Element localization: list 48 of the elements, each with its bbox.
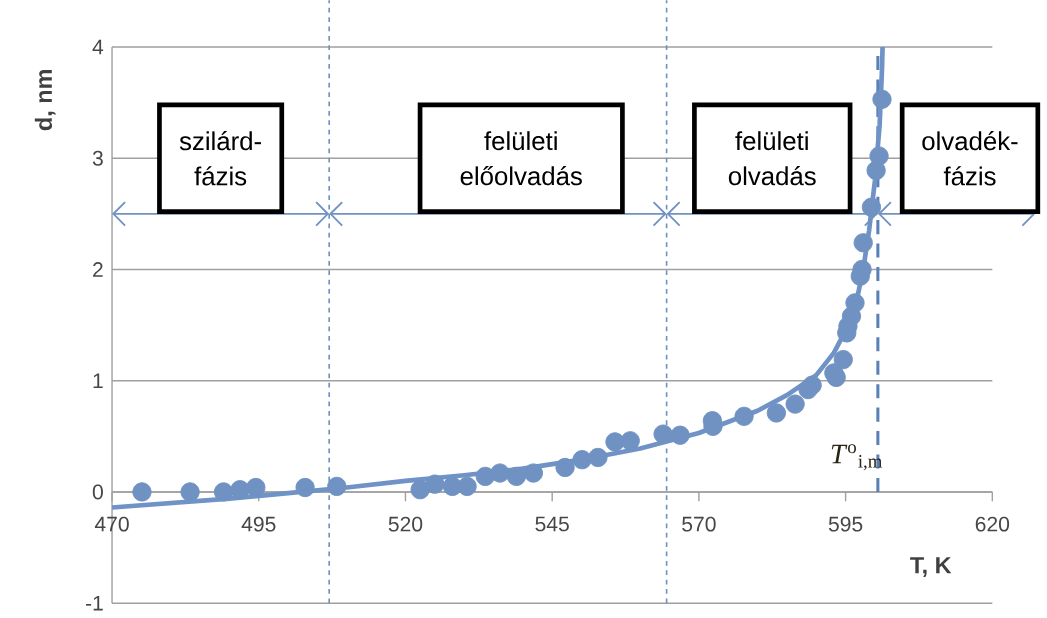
y-tick-label: 4: [92, 39, 104, 55]
x-tick-label: 620: [975, 516, 1010, 532]
y-axis-title: d, nm: [34, 69, 56, 131]
x-tick-label: 545: [535, 516, 569, 532]
point: [852, 259, 872, 279]
point: [734, 406, 754, 426]
point: [802, 375, 822, 395]
y-tick-label: -1: [85, 595, 103, 611]
point: [872, 89, 892, 109]
point: [213, 482, 234, 502]
point: [853, 233, 873, 253]
point: [246, 477, 266, 498]
x-tick-label: 570: [682, 516, 716, 532]
point: [588, 447, 608, 467]
y-tick-label: 1: [93, 373, 103, 388]
y-tick-label: 0: [92, 484, 103, 500]
point: [785, 394, 805, 414]
point: [180, 482, 200, 502]
annotation: szilárd-fázis: [179, 130, 261, 186]
x-tick-label: 470: [94, 516, 129, 532]
point: [845, 293, 865, 313]
annotation: felületi előolvadás: [460, 131, 582, 186]
point: [425, 474, 445, 494]
point: [653, 424, 673, 444]
point: [605, 432, 625, 452]
x-axis-title: T, K: [910, 557, 952, 577]
point: [572, 449, 592, 470]
point: [555, 457, 575, 477]
y-tick-label: 2: [93, 262, 103, 277]
point: [833, 349, 853, 370]
point: [506, 466, 526, 486]
x-tick-label: 495: [241, 516, 276, 532]
x-tick-label: 595: [828, 516, 863, 532]
annotation: felületi olvadás: [728, 131, 816, 186]
point: [766, 403, 786, 423]
point: [620, 431, 640, 451]
point: [132, 482, 152, 502]
point: [869, 146, 889, 166]
point: [490, 463, 510, 483]
point: [523, 463, 544, 483]
point: [327, 476, 347, 496]
y-tick-label: 3: [92, 150, 103, 166]
point: [670, 425, 690, 445]
point: [410, 480, 430, 500]
x-tick-label: 520: [388, 516, 423, 532]
point: [457, 476, 477, 496]
annotation: olvadék-fázis: [922, 130, 1018, 186]
point: [295, 477, 315, 498]
